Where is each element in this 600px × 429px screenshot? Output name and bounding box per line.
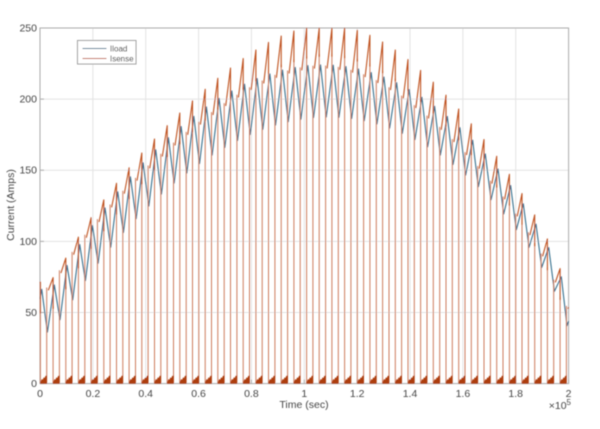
svg-text:0.2: 0.2 bbox=[86, 388, 101, 400]
svg-text:0: 0 bbox=[31, 378, 37, 390]
svg-text:Time (sec): Time (sec) bbox=[279, 399, 328, 411]
svg-text:Isense: Isense bbox=[110, 55, 134, 64]
svg-text:250: 250 bbox=[19, 23, 37, 35]
svg-text:50: 50 bbox=[25, 307, 37, 319]
svg-text:1.6: 1.6 bbox=[456, 388, 471, 400]
svg-text:0.4: 0.4 bbox=[138, 388, 153, 400]
svg-text:200: 200 bbox=[19, 94, 37, 106]
svg-text:1.8: 1.8 bbox=[508, 388, 523, 400]
svg-text:0.8: 0.8 bbox=[244, 388, 259, 400]
svg-text:1.4: 1.4 bbox=[403, 388, 418, 400]
svg-text:1: 1 bbox=[301, 388, 307, 400]
svg-text:0.6: 0.6 bbox=[191, 388, 206, 400]
svg-text:100: 100 bbox=[19, 236, 37, 248]
svg-text:150: 150 bbox=[19, 165, 37, 177]
svg-text:2: 2 bbox=[566, 388, 572, 400]
svg-text:0: 0 bbox=[37, 388, 43, 400]
svg-text:Iload: Iload bbox=[110, 45, 127, 54]
svg-text:Current (Amps): Current (Amps) bbox=[5, 169, 17, 241]
svg-text:×105: ×105 bbox=[549, 398, 572, 412]
svg-text:1.2: 1.2 bbox=[350, 388, 365, 400]
